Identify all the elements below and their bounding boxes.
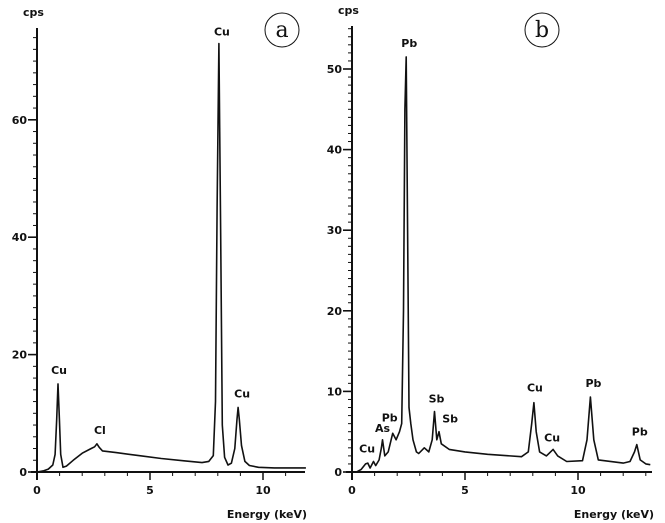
y-tick-label: 20 xyxy=(12,349,28,362)
y-tick-label: 60 xyxy=(12,114,28,127)
panel-label-circle xyxy=(264,12,300,48)
y-tick-label: 30 xyxy=(327,224,343,237)
x-axis-label: Energy (keV) xyxy=(227,508,307,521)
y-tick-label: 20 xyxy=(327,305,343,318)
panel-label-circle xyxy=(524,12,560,48)
peak-label-cu: Cu xyxy=(214,25,230,38)
peak-label-as: As xyxy=(375,422,391,435)
peak-label-sb: Sb xyxy=(442,413,458,426)
y-tick-label: 0 xyxy=(334,466,342,479)
chart-panel-a: 0 20 40 60 0 5 10 cps Energy (keV) Cu Cl Cu Cu a xyxy=(12,6,307,521)
peak-label-cu: Cu xyxy=(359,443,375,456)
y-tick-label: 40 xyxy=(327,144,343,157)
spectrum-line xyxy=(36,42,306,473)
peak-label-sb: Sb xyxy=(429,393,445,406)
peak-label-cl: Cl xyxy=(94,424,106,437)
x-tick-label: 10 xyxy=(570,484,586,497)
x-axis-label: Energy (keV) xyxy=(574,508,654,521)
y-tick-label: 0 xyxy=(19,466,27,479)
peak-label-pb: Pb xyxy=(585,377,601,390)
y-tick-label: 10 xyxy=(327,385,343,398)
y-axis-label: cps xyxy=(338,4,359,17)
peak-label-cu: Cu xyxy=(544,431,560,444)
peak-label-pb: Pb xyxy=(382,411,398,424)
spectrum-line xyxy=(352,56,651,473)
peak-label-cu: Cu xyxy=(527,382,543,395)
y-axis-label: cps xyxy=(23,6,44,19)
panel-label: b xyxy=(535,18,549,43)
panel-label: a xyxy=(275,18,288,43)
peak-label-pb: Pb xyxy=(401,37,417,50)
x-tick-label: 5 xyxy=(461,484,469,497)
peak-label-pb: Pb xyxy=(632,426,648,439)
y-tick-label: 40 xyxy=(12,231,28,244)
x-tick-label: 10 xyxy=(255,484,271,497)
y-tick-label: 50 xyxy=(327,63,343,76)
x-tick-label: 5 xyxy=(146,484,154,497)
peak-label-cu: Cu xyxy=(234,387,250,400)
x-tick-label: 0 xyxy=(348,484,356,497)
x-tick-label: 0 xyxy=(33,484,41,497)
peak-label-cu: Cu xyxy=(51,364,67,377)
